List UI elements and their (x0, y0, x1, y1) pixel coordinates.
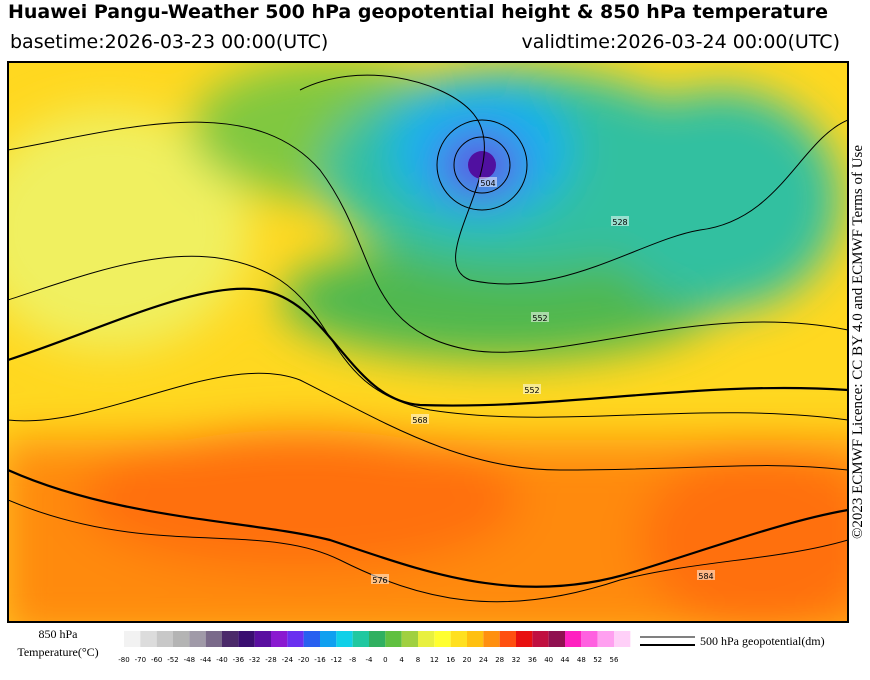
colorbar-tick-label: 40 (544, 656, 553, 664)
contour-label-bg (479, 177, 497, 187)
contour-label-bg (523, 384, 541, 394)
colorbar-swatch (336, 631, 353, 647)
contour-label-bg (611, 216, 629, 226)
colorbar-swatch (450, 631, 467, 647)
colorbar-swatch (303, 631, 320, 647)
contour-label: 552 (532, 314, 547, 323)
colorbar-tick-label: 20 (463, 656, 472, 664)
colorbar-swatch (238, 631, 255, 647)
colorbar-tick-label: -44 (200, 656, 212, 664)
colorbar-swatch (434, 631, 451, 647)
colorbar-subtitle: Temperature(°C) (17, 645, 98, 659)
colorbar-tick-label: -16 (314, 656, 326, 664)
colorbar-swatch (532, 631, 549, 647)
colorbar-swatch (352, 631, 369, 647)
colorbar-tick-label: -36 (233, 656, 245, 664)
colorbar-swatch (597, 631, 614, 647)
colorbar-tick-label: -24 (282, 656, 294, 664)
map (8, 62, 848, 622)
colorbar-tick-label: -80 (118, 656, 129, 664)
colorbar-swatch (189, 631, 206, 647)
map-frame (7, 61, 849, 623)
colorbar-tick-label: 56 (610, 656, 619, 664)
colorbar-swatch (548, 631, 565, 647)
colorbar-tick-label: 16 (446, 656, 455, 664)
contour-label: 576 (372, 576, 387, 585)
colorbar-tick-label: 24 (479, 656, 488, 664)
colorbar-tick-label: -52 (167, 656, 178, 664)
colorbar-tick-label: -12 (331, 656, 342, 664)
colorbar-tick-label: -8 (349, 656, 356, 664)
colorbar-title: 850 hPa (39, 627, 79, 641)
colorbar-tick-label: 48 (577, 656, 586, 664)
colorbar-tick-label: -40 (216, 656, 227, 664)
contour-label: 552 (524, 386, 539, 395)
colorbar-swatch (581, 631, 598, 647)
contour-label: 568 (412, 416, 427, 425)
contour-label: 528 (612, 218, 627, 227)
contour-label-bg (697, 570, 715, 580)
colorbar-tick-label: 8 (416, 656, 420, 664)
contour-label: 584 (698, 572, 713, 581)
colorbar-swatch (320, 631, 337, 647)
colorbar-swatch (516, 631, 533, 647)
colorbar-swatch (369, 631, 386, 647)
colorbar-swatch (287, 631, 304, 647)
legend-label: 500 hPa geopotential(dm) (700, 634, 825, 648)
contour-label-bg (411, 414, 429, 424)
colorbar-tick-label: -32 (249, 656, 260, 664)
colorbar-tick-label: 12 (430, 656, 439, 664)
colorbar-tick-label: 36 (528, 656, 537, 664)
colorbar-tick-label: -28 (265, 656, 276, 664)
colorbar-swatch (271, 631, 288, 647)
colorbar-swatch (467, 631, 484, 647)
basetime: basetime:2026-03-23 00:00(UTC) (10, 31, 328, 53)
colorbar-tick-label: -70 (135, 656, 146, 664)
colorbar-tick-label: 32 (512, 656, 521, 664)
colorbar-swatch (401, 631, 418, 647)
colorbar-tick-label: 44 (561, 656, 570, 664)
colorbar-swatch (222, 631, 239, 647)
colorbar-swatch (499, 631, 516, 647)
contour-label: 504 (480, 179, 495, 188)
validtime: validtime:2026-03-24 00:00(UTC) (521, 31, 840, 53)
colorbar-swatch (418, 631, 435, 647)
colorbar-tick-label: 52 (593, 656, 602, 664)
credit: ©2023 ECMWF Licence: CC BY 4.0 and ECMWF… (850, 145, 866, 539)
colorbar-swatch (156, 631, 173, 647)
colorbar-tick-label: -60 (151, 656, 162, 664)
colorbar-tick-label: 0 (383, 656, 387, 664)
colorbar-tick-label: 4 (399, 656, 404, 664)
colorbar-tick-label: 28 (495, 656, 504, 664)
colorbar-swatch (565, 631, 582, 647)
colorbar-tick-label: -48 (184, 656, 195, 664)
colorbar-swatch (254, 631, 271, 647)
colorbar-swatch (483, 631, 500, 647)
colorbar-tick-label: -4 (366, 656, 374, 664)
contour-label-bg (371, 574, 389, 584)
colorbar-swatch (614, 631, 631, 647)
colorbar-swatch (124, 631, 141, 647)
colorbar-swatch (173, 631, 190, 647)
contour-label-bg (531, 312, 549, 322)
colorbar-swatch (385, 631, 402, 647)
colorbar-swatch (205, 631, 222, 647)
title: Huawei Pangu-Weather 500 hPa geopotentia… (8, 1, 828, 23)
colorbar-swatch (140, 631, 157, 647)
colorbar-tick-label: -20 (298, 656, 309, 664)
